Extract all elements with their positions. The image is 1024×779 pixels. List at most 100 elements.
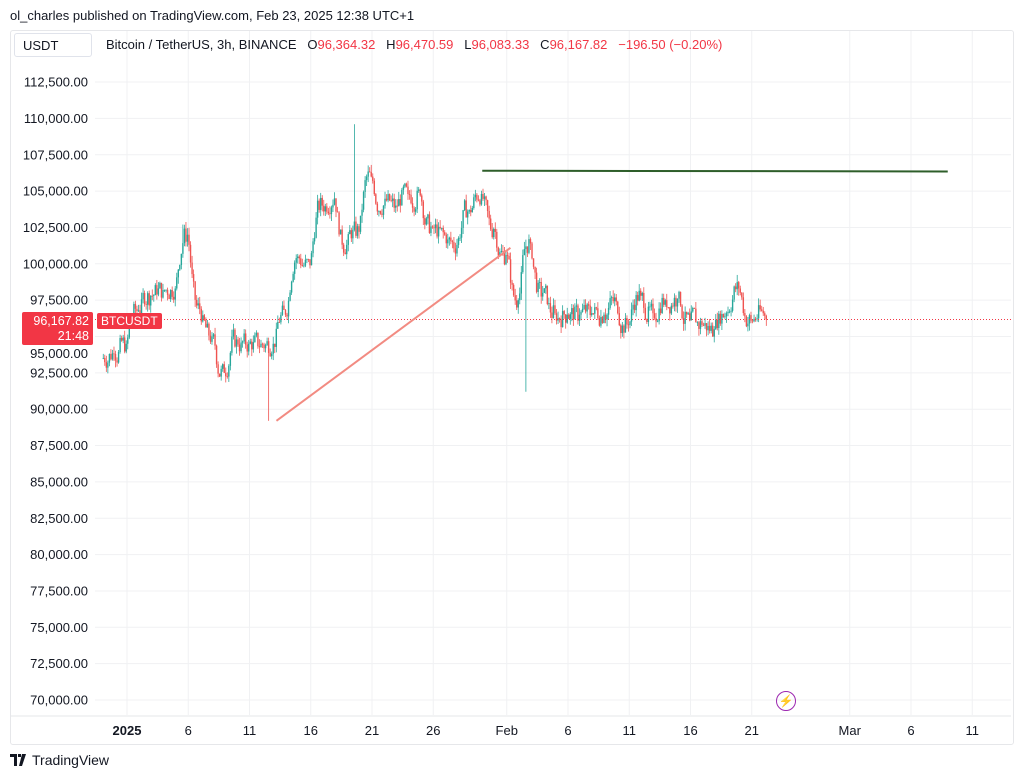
candle-body <box>698 322 700 329</box>
candle-body <box>540 282 542 297</box>
candle-body <box>169 289 172 300</box>
last-price: 96,167.82 <box>33 314 89 328</box>
x-tick-label: 11 <box>243 723 257 738</box>
candle-body <box>283 305 285 310</box>
candle-body <box>293 262 296 274</box>
candle-body <box>454 248 457 254</box>
candle-body <box>485 196 487 201</box>
candle-body <box>456 244 458 254</box>
candle-body <box>209 335 212 342</box>
candle-body <box>139 310 141 314</box>
candle-body <box>128 327 130 338</box>
candle-body <box>440 227 443 229</box>
candle-body <box>124 337 126 352</box>
candle-body <box>623 325 625 333</box>
candle-body <box>667 307 669 308</box>
x-tick-label: 6 <box>564 723 571 738</box>
candle-body <box>303 265 305 267</box>
candle-body <box>708 325 711 331</box>
candle-body <box>739 288 741 293</box>
candle-body <box>764 313 766 316</box>
candle-body <box>476 194 478 200</box>
candle-body <box>117 352 120 363</box>
change-value: −196.50 (−0.20%) <box>618 37 723 52</box>
candle-body <box>321 197 323 206</box>
candle-body <box>238 344 241 352</box>
candle-body <box>607 307 610 315</box>
x-tick-label: 11 <box>966 723 980 738</box>
candle-body <box>675 297 677 307</box>
candle-body <box>313 237 316 242</box>
candle-body <box>534 266 536 273</box>
candle-body <box>335 198 337 212</box>
candle-body <box>269 352 271 357</box>
candle-body <box>734 286 737 290</box>
candle-body <box>387 194 389 201</box>
candle-body <box>465 200 467 218</box>
candle-body <box>508 255 510 260</box>
candle-body <box>480 194 483 205</box>
candle-body <box>183 228 186 244</box>
candle-body <box>226 376 228 378</box>
candle-body <box>712 325 714 337</box>
candle-body <box>309 259 311 266</box>
y-tick-label: 87,500.00 <box>30 438 88 453</box>
candle-body <box>629 321 631 325</box>
candle-body <box>757 305 760 319</box>
y-tick-label: 92,500.00 <box>30 365 88 380</box>
symbol-tag: BTCUSDT <box>97 313 162 329</box>
candle-body <box>673 297 676 307</box>
y-tick-label: 100,000.00 <box>23 256 88 271</box>
candle-body <box>489 218 492 230</box>
candle-body <box>499 252 501 256</box>
candle-body <box>333 198 336 205</box>
candle-body <box>595 307 598 309</box>
candle-body <box>189 244 192 263</box>
candle-body <box>200 308 202 322</box>
candle-body <box>439 226 441 229</box>
candle-body <box>473 197 475 208</box>
candle-body <box>318 200 320 210</box>
candle-body <box>707 325 709 331</box>
candle-body <box>581 308 584 312</box>
candle-body <box>598 317 601 326</box>
candle-body <box>750 315 752 321</box>
tradingview-logo[interactable]: TradingView <box>10 752 109 768</box>
symbol-description: Bitcoin / TetherUS, 3h, BINANCE <box>106 37 297 52</box>
candle-body <box>263 344 265 349</box>
currency-button[interactable]: USDT <box>14 33 92 57</box>
candle-body <box>127 337 129 344</box>
candle-body <box>267 341 270 353</box>
candle-body <box>685 311 688 315</box>
lightning-event-icon[interactable]: ⚡ <box>776 691 796 711</box>
candle-body <box>644 307 647 320</box>
candle-body <box>396 205 398 207</box>
y-tick-label: 75,000.00 <box>30 620 88 635</box>
candle-body <box>315 217 317 238</box>
candle-body <box>241 341 244 343</box>
candle-body <box>664 300 666 305</box>
candle-body <box>148 293 150 306</box>
candle-body <box>425 218 428 225</box>
candle-body <box>195 299 198 306</box>
candle-body <box>554 305 556 314</box>
candle-body <box>105 362 108 368</box>
candle-body <box>741 292 743 298</box>
candle-body <box>146 293 149 305</box>
candle-body <box>666 300 668 308</box>
candle-body <box>679 291 682 306</box>
candle-body <box>491 229 493 238</box>
candle-body <box>659 308 662 313</box>
tv-logo-icon <box>10 754 26 766</box>
candle-body <box>246 344 248 352</box>
candle-body <box>545 285 547 289</box>
candle-body <box>300 258 302 266</box>
candle-body <box>361 209 363 216</box>
candle-body <box>211 336 213 342</box>
candle-body <box>407 186 409 195</box>
candle-body <box>163 289 166 291</box>
candle-body <box>362 191 365 210</box>
y-tick-label: 90,000.00 <box>30 402 88 417</box>
candle-body <box>718 313 720 328</box>
